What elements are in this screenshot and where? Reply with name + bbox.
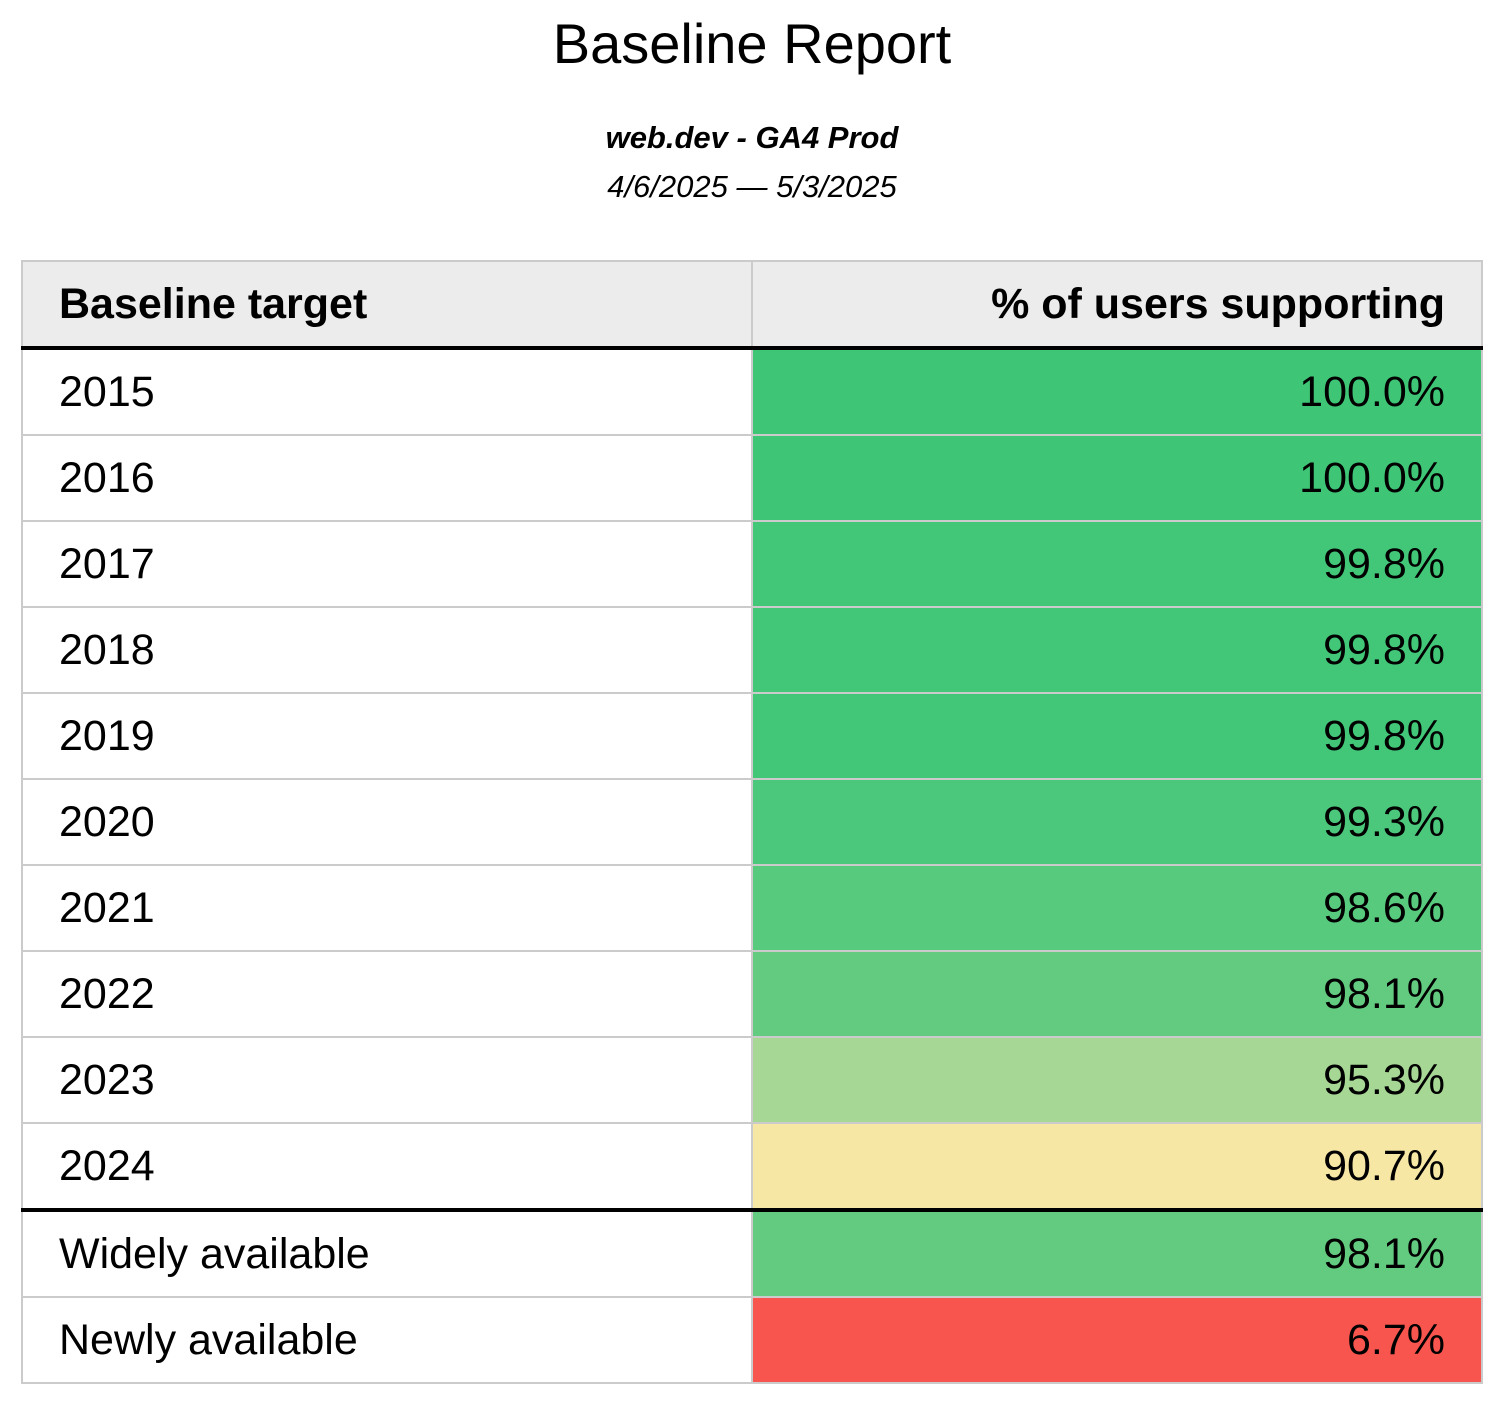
percent-supporting-cell: 99.8%: [751, 520, 1483, 608]
report-date-range: 4/6/2025 — 5/3/2025: [607, 169, 897, 204]
table-row: 2018 99.8%: [21, 606, 1483, 694]
percent-supporting-cell: 100.0%: [751, 347, 1483, 436]
table-row: 2019 99.8%: [21, 692, 1483, 780]
baseline-target-cell: Widely available: [21, 1209, 753, 1298]
table-row: 2017 99.8%: [21, 520, 1483, 608]
baseline-target-cell: Newly available: [21, 1296, 753, 1384]
baseline-target-cell: 2020: [21, 778, 753, 866]
report-subtitle: web.dev - GA4 Prod: [605, 120, 899, 155]
percent-supporting-cell: 98.1%: [751, 950, 1483, 1038]
percent-supporting-cell: 99.8%: [751, 692, 1483, 780]
percent-supporting-cell: 95.3%: [751, 1036, 1483, 1124]
percent-supporting-cell: 90.7%: [751, 1122, 1483, 1212]
baseline-table: Baseline target % of users supporting 20…: [21, 260, 1483, 1384]
percent-supporting-cell: 99.3%: [751, 778, 1483, 866]
table-row: 2024 90.7%: [21, 1122, 1483, 1212]
baseline-target-cell: 2021: [21, 864, 753, 952]
percent-supporting-cell: 6.7%: [751, 1296, 1483, 1384]
table-row: Widely available 98.1%: [21, 1209, 1483, 1298]
column-header-baseline-target: Baseline target: [21, 260, 753, 350]
page-title: Baseline Report: [552, 12, 952, 75]
table-row: 2023 95.3%: [21, 1036, 1483, 1124]
percent-supporting-cell: 99.8%: [751, 606, 1483, 694]
percent-supporting-cell: 98.6%: [751, 864, 1483, 952]
baseline-target-cell: 2017: [21, 520, 753, 608]
baseline-target-cell: 2018: [21, 606, 753, 694]
baseline-target-cell: 2016: [21, 434, 753, 522]
table-row: Newly available 6.7%: [21, 1296, 1483, 1384]
baseline-report-page: Baseline Report web.dev - GA4 Prod 4/6/2…: [0, 16, 1504, 1408]
percent-supporting-cell: 100.0%: [751, 434, 1483, 522]
column-header-percent-users-supporting: % of users supporting: [751, 260, 1483, 350]
baseline-target-cell: 2022: [21, 950, 753, 1038]
baseline-target-cell: 2015: [21, 347, 753, 436]
table-row: 2022 98.1%: [21, 950, 1483, 1038]
table-row: 2021 98.6%: [21, 864, 1483, 952]
table-header-row: Baseline target % of users supporting: [21, 260, 1483, 350]
baseline-target-cell: 2024: [21, 1122, 753, 1212]
baseline-target-cell: 2023: [21, 1036, 753, 1124]
percent-supporting-cell: 98.1%: [751, 1209, 1483, 1298]
table-row: 2020 99.3%: [21, 778, 1483, 866]
baseline-target-cell: 2019: [21, 692, 753, 780]
table-row: 2016 100.0%: [21, 434, 1483, 522]
table-row: 2015 100.0%: [21, 347, 1483, 436]
